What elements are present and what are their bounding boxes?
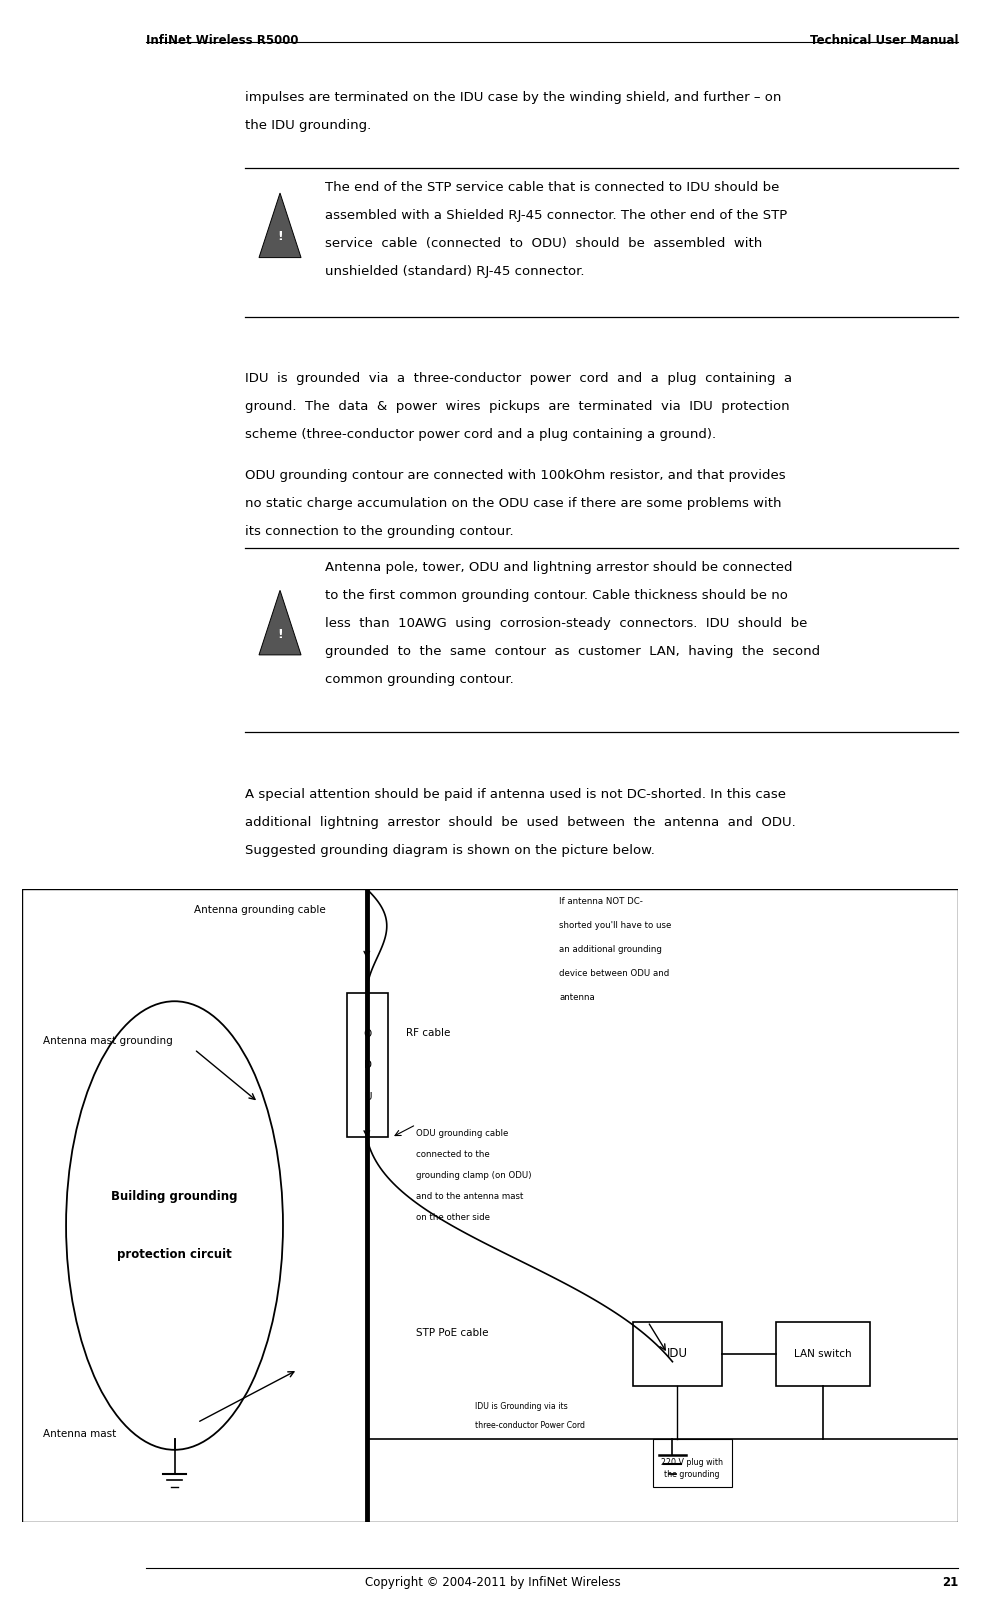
Text: protection circuit: protection circuit	[117, 1248, 232, 1261]
Text: D: D	[364, 1061, 372, 1070]
Text: The end of the STP service cable that is connected to IDU should be: The end of the STP service cable that is…	[325, 181, 780, 194]
Text: unshielded (standard) RJ-45 connector.: unshielded (standard) RJ-45 connector.	[325, 264, 585, 279]
Text: Antenna mast grounding: Antenna mast grounding	[43, 1036, 174, 1046]
Text: shorted you'll have to use: shorted you'll have to use	[559, 921, 671, 931]
Text: on the other side: on the other side	[416, 1213, 490, 1222]
Text: common grounding contour.: common grounding contour.	[325, 673, 514, 686]
Text: grounding clamp (on ODU): grounding clamp (on ODU)	[416, 1171, 531, 1181]
Text: U: U	[364, 1093, 372, 1102]
Text: If antenna NOT DC-: If antenna NOT DC-	[559, 897, 643, 907]
Text: its connection to the grounding contour.: its connection to the grounding contour.	[245, 524, 513, 538]
Text: connected to the: connected to the	[416, 1150, 490, 1160]
Text: Antenna mast: Antenna mast	[43, 1429, 116, 1439]
Text: assembled with a Shielded RJ-45 connector. The other end of the STP: assembled with a Shielded RJ-45 connecto…	[325, 208, 788, 223]
Text: STP PoE cable: STP PoE cable	[416, 1328, 489, 1338]
Polygon shape	[259, 590, 301, 655]
Text: Suggested grounding diagram is shown on the picture below.: Suggested grounding diagram is shown on …	[245, 844, 655, 857]
Text: Antenna pole, tower, ODU and lightning arrestor should be connected: Antenna pole, tower, ODU and lightning a…	[325, 561, 793, 574]
Text: less  than  10AWG  using  corrosion-steady  connectors.  IDU  should  be: less than 10AWG using corrosion-steady c…	[325, 617, 808, 630]
Text: 21: 21	[943, 1576, 958, 1589]
Text: service  cable  (connected  to  ODU)  should  be  assembled  with: service cable (connected to ODU) should …	[325, 237, 762, 250]
Text: Technical User Manual: Technical User Manual	[810, 34, 958, 48]
Text: antenna: antenna	[559, 993, 595, 1003]
Text: LAN switch: LAN switch	[794, 1349, 852, 1358]
Text: 220 V plug with: 220 V plug with	[662, 1458, 723, 1467]
FancyBboxPatch shape	[653, 1439, 732, 1487]
Text: IDU: IDU	[667, 1347, 688, 1360]
Polygon shape	[259, 192, 301, 258]
Text: three-conductor Power Cord: three-conductor Power Cord	[475, 1421, 586, 1431]
Ellipse shape	[66, 1001, 283, 1450]
Text: !: !	[277, 231, 283, 244]
Text: to the first common grounding contour. Cable thickness should be no: to the first common grounding contour. C…	[325, 588, 788, 602]
Text: device between ODU and: device between ODU and	[559, 969, 669, 979]
Text: IDU is Grounding via its: IDU is Grounding via its	[475, 1402, 568, 1411]
Text: ODU grounding contour are connected with 100kOhm resistor, and that provides: ODU grounding contour are connected with…	[245, 468, 785, 482]
Text: additional  lightning  arrestor  should  be  used  between  the  antenna  and  O: additional lightning arrestor should be …	[245, 817, 796, 830]
Text: the grounding: the grounding	[665, 1471, 720, 1479]
Text: O: O	[364, 1028, 372, 1038]
Text: the IDU grounding.: the IDU grounding.	[245, 119, 371, 131]
Text: Antenna grounding cable: Antenna grounding cable	[194, 905, 326, 915]
Text: RF cable: RF cable	[406, 1028, 451, 1038]
Text: InfiNet Wireless R5000: InfiNet Wireless R5000	[146, 34, 299, 48]
FancyBboxPatch shape	[347, 993, 388, 1137]
Text: ground.  The  data  &  power  wires  pickups  are  terminated  via  IDU  protect: ground. The data & power wires pickups a…	[245, 399, 789, 413]
FancyBboxPatch shape	[776, 1322, 870, 1386]
Text: A special attention should be paid if antenna used is not DC-shorted. In this ca: A special attention should be paid if an…	[245, 788, 786, 801]
Text: Building grounding: Building grounding	[111, 1190, 238, 1203]
Text: Copyright © 2004-2011 by InfiNet Wireless: Copyright © 2004-2011 by InfiNet Wireles…	[365, 1576, 621, 1589]
Text: and to the antenna mast: and to the antenna mast	[416, 1192, 524, 1202]
Text: IDU  is  grounded  via  a  three-conductor  power  cord  and  a  plug  containin: IDU is grounded via a three-conductor po…	[245, 372, 792, 384]
Text: grounded  to  the  same  contour  as  customer  LAN,  having  the  second: grounded to the same contour as customer…	[325, 644, 820, 658]
FancyBboxPatch shape	[633, 1322, 722, 1386]
Text: scheme (three-conductor power cord and a plug containing a ground).: scheme (three-conductor power cord and a…	[245, 428, 716, 441]
Text: ODU grounding cable: ODU grounding cable	[416, 1129, 509, 1139]
Text: impulses are terminated on the IDU case by the winding shield, and further – on: impulses are terminated on the IDU case …	[245, 90, 781, 104]
Text: !: !	[277, 628, 283, 641]
Text: no static charge accumulation on the ODU case if there are some problems with: no static charge accumulation on the ODU…	[245, 497, 781, 509]
Text: an additional grounding: an additional grounding	[559, 945, 662, 955]
